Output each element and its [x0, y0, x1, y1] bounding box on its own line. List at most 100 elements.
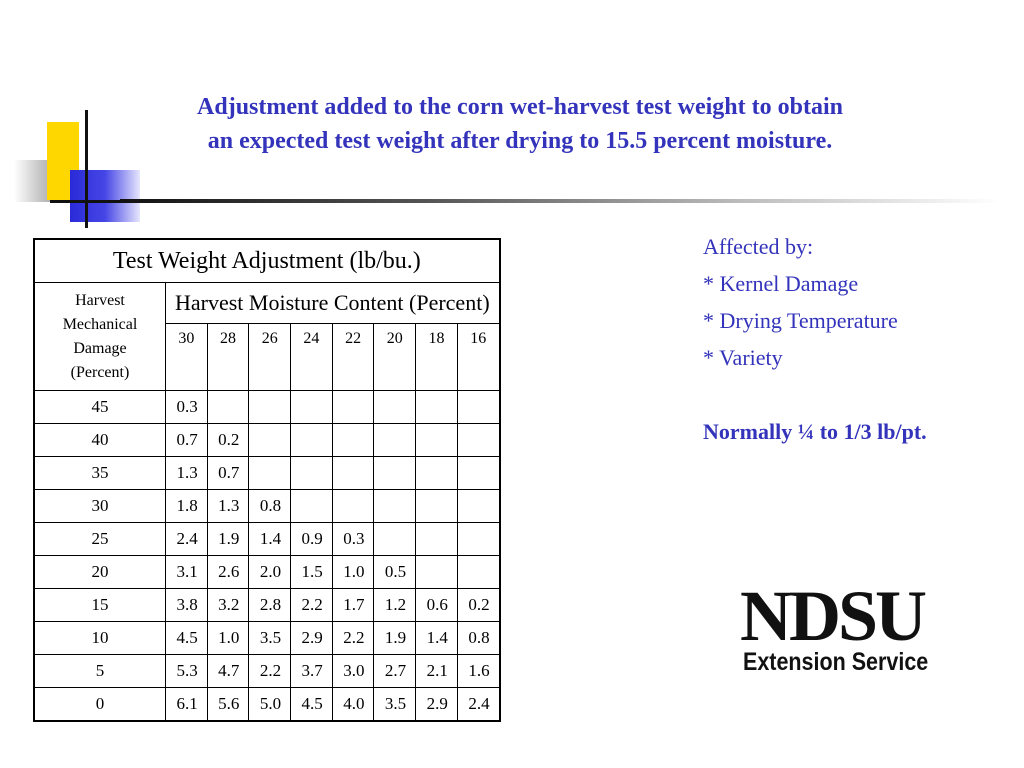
- column-header: 24: [290, 323, 333, 391]
- adjustment-cell: 1.3: [206, 489, 250, 523]
- table-caption: Test Weight Adjustment (lb/bu.): [33, 238, 501, 283]
- adjustment-cell: [290, 390, 333, 424]
- adjustment-cell: 5.0: [248, 687, 292, 722]
- damage-cell: 25: [33, 522, 166, 556]
- damage-cell: 45: [33, 390, 166, 424]
- adjustment-cell: 0.3: [165, 390, 208, 424]
- adjustment-cell: [248, 390, 292, 424]
- adjustment-cell: 2.2: [331, 621, 375, 655]
- title-line-1: Adjustment added to the corn wet-harvest…: [197, 94, 843, 120]
- deco-horizontal-line: [50, 200, 130, 203]
- column-header: 18: [415, 323, 458, 391]
- adjustment-cell: 1.2: [373, 588, 417, 622]
- adjustment-cell: [456, 555, 501, 589]
- row-header-line: Damage: [73, 339, 127, 357]
- adjustment-cell: 1.9: [373, 621, 417, 655]
- column-header: 26: [248, 323, 292, 391]
- adjustment-cell: [290, 423, 333, 457]
- adjustment-cell: 6.1: [165, 687, 208, 722]
- logo-subtitle: Extension Service: [743, 648, 929, 676]
- adjustment-cell: [331, 390, 375, 424]
- adjustment-cell: [415, 555, 458, 589]
- adjustment-cell: [456, 423, 501, 457]
- damage-cell: 15: [33, 588, 166, 622]
- adjustment-cell: 0.9: [290, 522, 333, 556]
- adjustment-cell: 0.6: [415, 588, 458, 622]
- corner-decoration: [0, 0, 180, 240]
- adjustment-cell: 0.5: [373, 555, 417, 589]
- deco-vertical-line: [85, 110, 88, 228]
- adjustment-cell: [373, 522, 417, 556]
- table-row: 0 6.1 5.6 5.0 4.5 4.0 3.5 2.9 2.4: [33, 687, 501, 722]
- table-row: 20 3.1 2.6 2.0 1.5 1.0 0.5: [33, 555, 501, 589]
- adjustment-cell: 2.4: [165, 522, 208, 556]
- adjustment-cell: [331, 423, 375, 457]
- adjustment-cell: 1.7: [331, 588, 375, 622]
- row-header-line: Harvest: [75, 291, 125, 309]
- adjustment-cell: 4.0: [331, 687, 375, 722]
- adjustment-cell: 1.8: [165, 489, 208, 523]
- adjustment-cell: [456, 456, 501, 490]
- column-group-header: Harvest Moisture Content (Percent): [164, 282, 501, 324]
- side-item: * Drying Temperature: [703, 308, 898, 333]
- column-header: 16: [456, 323, 501, 391]
- adjustment-cell: [373, 423, 417, 457]
- table-row: 10 4.5 1.0 3.5 2.9 2.2 1.9 1.4 0.8: [33, 621, 501, 655]
- adjustment-cell: 4.7: [206, 654, 250, 688]
- adjustment-cell: 1.9: [206, 522, 250, 556]
- table-row: 30 1.8 1.3 0.8: [33, 489, 501, 523]
- side-heading: Affected by:: [703, 234, 814, 259]
- adjustment-cell: 2.2: [248, 654, 292, 688]
- adjustment-cell: [456, 522, 501, 556]
- adjustment-cell: [331, 456, 375, 490]
- adjustment-cell: [415, 489, 458, 523]
- side-notes: Affected by: * Kernel Damage * Drying Te…: [703, 228, 927, 450]
- table-row: 5 5.3 4.7 2.2 3.7 3.0 2.7 2.1 1.6: [33, 654, 501, 688]
- side-item: * Variety: [703, 345, 783, 370]
- adjustment-cell: 0.7: [165, 423, 208, 457]
- adjustment-cell: 2.9: [290, 621, 333, 655]
- row-header-cell: Harvest Mechanical Damage (Percent): [33, 282, 166, 391]
- adjustment-cell: [331, 489, 375, 523]
- adjustment-cell: [373, 456, 417, 490]
- damage-cell: 5: [33, 654, 166, 688]
- damage-cell: 20: [33, 555, 166, 589]
- adjustment-cell: 0.3: [331, 522, 375, 556]
- column-header: 28: [206, 323, 250, 391]
- adjustment-cell: [373, 390, 417, 424]
- adjustment-cell: [248, 423, 292, 457]
- column-header: 30: [165, 323, 208, 391]
- table-row: 45 0.3: [33, 390, 501, 424]
- adjustment-cell: 0.8: [248, 489, 292, 523]
- adjustment-cell: 3.0: [331, 654, 375, 688]
- adjustment-cell: [456, 489, 501, 523]
- row-header-line: (Percent): [70, 363, 130, 381]
- logo-name: NDSU: [740, 576, 927, 656]
- table-row: 35 1.3 0.7: [33, 456, 501, 490]
- table-row: 15 3.8 3.2 2.8 2.2 1.7 1.2 0.6 0.2: [33, 588, 501, 622]
- table-row: 25 2.4 1.9 1.4 0.9 0.3: [33, 522, 501, 556]
- adjustment-cell: 2.2: [290, 588, 333, 622]
- adjustment-cell: 1.3: [165, 456, 208, 490]
- adjustment-cell: [415, 522, 458, 556]
- adjustment-cell: 2.7: [373, 654, 417, 688]
- title-line-2: an expected test weight after drying to …: [207, 128, 833, 154]
- adjustment-cell: 1.0: [331, 555, 375, 589]
- row-header-line: Mechanical: [62, 315, 138, 333]
- adjustment-cell: 0.7: [206, 456, 250, 490]
- damage-cell: 35: [33, 456, 166, 490]
- damage-cell: 30: [33, 489, 166, 523]
- adjustment-cell: 1.5: [290, 555, 333, 589]
- adjustment-cell: 2.8: [248, 588, 292, 622]
- slide-title: Adjustment added to the corn wet-harvest…: [70, 90, 970, 158]
- adjustment-cell: 0.2: [206, 423, 250, 457]
- damage-cell: 40: [33, 423, 166, 457]
- damage-cell: 10: [33, 621, 166, 655]
- side-item: * Kernel Damage: [703, 271, 859, 296]
- title-divider: [120, 199, 1000, 203]
- adjustment-cell: [290, 456, 333, 490]
- adjustment-cell: 0.8: [456, 621, 501, 655]
- adjustment-cell: 3.2: [206, 588, 250, 622]
- adjustment-cell: [373, 489, 417, 523]
- adjustment-cell: 2.6: [206, 555, 250, 589]
